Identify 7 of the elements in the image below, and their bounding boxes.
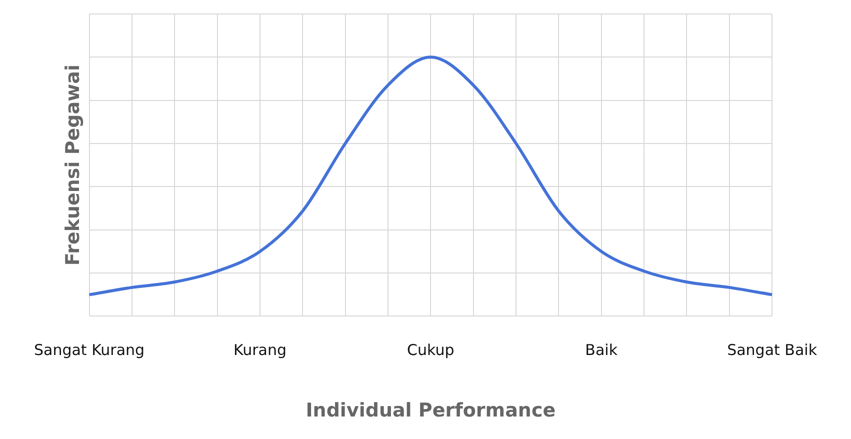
y-axis-title: Frekuensi Pegawai: [62, 64, 84, 266]
x-tick-label: Cukup: [407, 341, 454, 360]
x-tick-label: Sangat Baik: [727, 341, 818, 360]
x-tick-label: Sangat Kurang: [34, 341, 145, 360]
x-tick-label: Baik: [585, 341, 618, 360]
x-tick-label: Kurang: [233, 341, 286, 360]
x-axis-title: Individual Performance: [306, 400, 556, 422]
